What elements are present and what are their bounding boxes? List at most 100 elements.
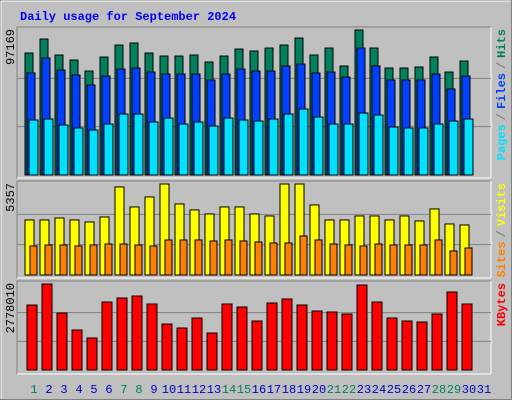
- legend-separator: /: [495, 113, 509, 120]
- bar: [236, 306, 248, 371]
- legend-separator: /: [495, 62, 509, 69]
- bar: [163, 117, 174, 176]
- bar: [401, 320, 413, 371]
- x-tick-label: 25: [387, 383, 401, 397]
- legend-entry: Visits: [495, 183, 509, 226]
- bar: [28, 119, 39, 176]
- x-tick-label: 21: [327, 383, 341, 397]
- legend: KBytes: [495, 283, 509, 326]
- bar: [41, 283, 53, 371]
- x-tick-label: 26: [402, 383, 416, 397]
- bar: [44, 244, 53, 276]
- x-tick-label: 1: [30, 383, 37, 397]
- bar: [251, 320, 263, 371]
- x-tick-label: 9: [150, 383, 157, 397]
- legend: Pages / Files / Hits: [495, 29, 509, 160]
- x-tick-label: 11: [177, 383, 191, 397]
- bar: [313, 116, 324, 176]
- bar: [209, 240, 218, 276]
- bar: [164, 239, 173, 276]
- x-tick-label: 7: [120, 383, 127, 397]
- x-tick-label: 13: [207, 383, 221, 397]
- x-tick-label: 19: [297, 383, 311, 397]
- legend-separator: /: [495, 230, 509, 237]
- bar: [356, 284, 368, 371]
- bar: [161, 323, 173, 371]
- bar: [206, 332, 218, 371]
- bar: [146, 303, 158, 371]
- x-tick-label: 18: [282, 383, 296, 397]
- bar: [74, 245, 83, 276]
- bar: [433, 123, 444, 176]
- bar: [253, 120, 264, 176]
- y-tick-label: 2778010: [4, 283, 18, 333]
- bar: [149, 245, 158, 276]
- bar: [281, 298, 293, 371]
- bar: [431, 313, 443, 371]
- bar: [416, 321, 428, 371]
- chart-title: Daily usage for September 2024: [20, 10, 236, 24]
- bar: [221, 303, 233, 371]
- y-tick-label: 97169: [4, 29, 18, 65]
- bar: [71, 329, 83, 371]
- bar: [448, 120, 459, 176]
- bar: [461, 303, 473, 371]
- bar: [269, 242, 278, 276]
- x-tick-label: 27: [417, 383, 431, 397]
- bar: [463, 118, 474, 176]
- x-tick-label: 4: [75, 383, 82, 397]
- bar: [176, 327, 188, 371]
- bar: [89, 244, 98, 276]
- bar: [284, 242, 293, 276]
- bar: [314, 239, 323, 276]
- bar: [359, 245, 368, 276]
- bar: [134, 244, 143, 276]
- bar: [373, 114, 384, 176]
- bar: [311, 310, 323, 371]
- bar: [344, 244, 353, 276]
- bar: [131, 295, 143, 371]
- bar: [418, 127, 429, 176]
- x-tick-label: 31: [477, 383, 491, 397]
- bar: [43, 118, 54, 176]
- bar: [104, 243, 113, 276]
- legend: Sites / Visits: [495, 183, 509, 277]
- bar: [178, 123, 189, 176]
- bar: [193, 121, 204, 176]
- bar: [103, 123, 114, 176]
- bar: [73, 127, 84, 176]
- bar: [208, 125, 219, 176]
- legend-entry: KBytes: [495, 283, 509, 326]
- bar: [179, 239, 188, 276]
- x-tick-label: 20: [312, 383, 326, 397]
- bar: [59, 244, 68, 276]
- bar: [223, 117, 234, 176]
- bar: [58, 124, 69, 176]
- bar: [101, 301, 113, 371]
- legend-entry: Pages: [495, 124, 509, 160]
- bar: [194, 239, 203, 276]
- bar: [118, 113, 129, 176]
- bar: [268, 118, 279, 176]
- bar: [88, 129, 99, 176]
- bar: [254, 241, 263, 276]
- x-tick-label: 6: [105, 383, 112, 397]
- bar: [374, 243, 383, 276]
- bar: [329, 243, 338, 276]
- bar: [299, 235, 308, 276]
- bar: [326, 311, 338, 371]
- bar: [56, 312, 68, 371]
- bar: [29, 245, 38, 276]
- bar: [358, 112, 369, 176]
- bar: [116, 297, 128, 371]
- x-tick-label: 23: [357, 383, 371, 397]
- legend-entry: Hits: [495, 29, 509, 58]
- x-tick-label: 14: [222, 383, 236, 397]
- x-tick-label: 10: [162, 383, 176, 397]
- x-tick-label: 16: [252, 383, 266, 397]
- bar: [371, 301, 383, 371]
- bar: [239, 240, 248, 276]
- y-tick-label: 5357: [4, 183, 18, 212]
- bar: [403, 127, 414, 176]
